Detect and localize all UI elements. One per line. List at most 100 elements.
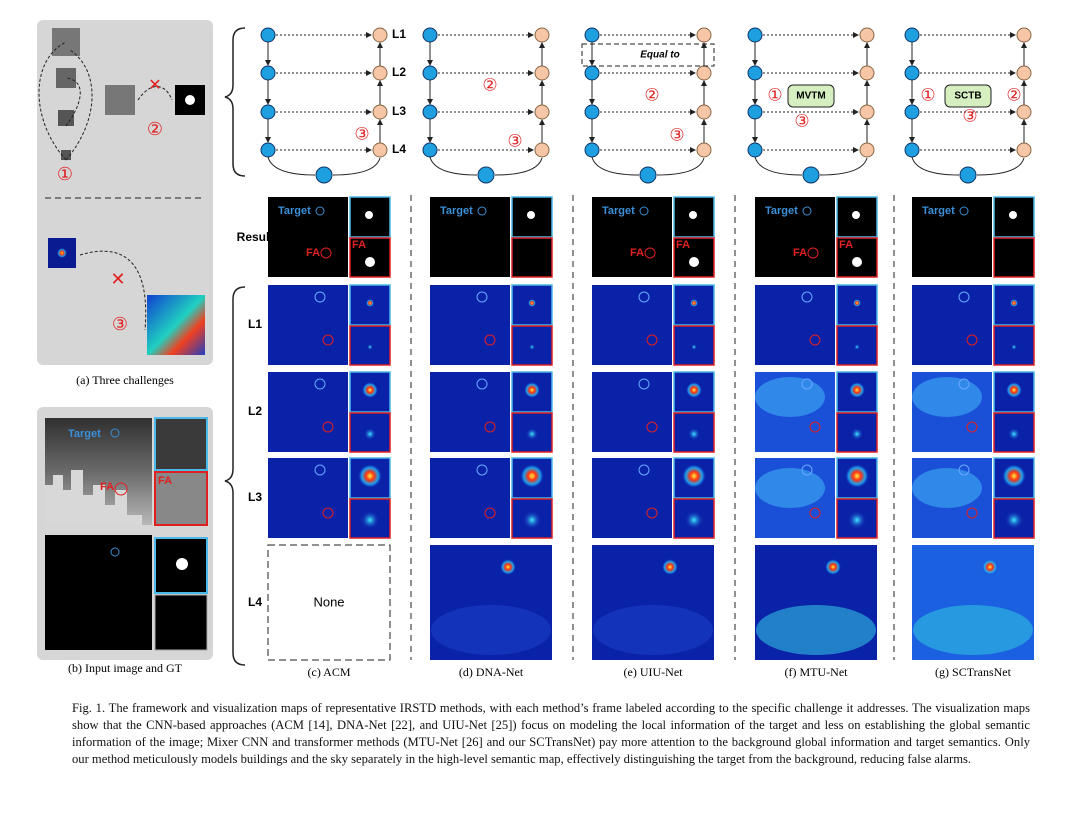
enc-node xyxy=(904,142,920,158)
module-label: SCTB xyxy=(954,91,981,102)
fa-circle xyxy=(809,507,821,519)
dec-node xyxy=(696,65,712,81)
activation xyxy=(366,299,374,307)
dec-node xyxy=(696,104,712,120)
activation xyxy=(520,464,544,488)
activation xyxy=(690,299,698,307)
target-circle xyxy=(477,206,487,216)
result-image xyxy=(430,197,510,277)
challenge-marker: ① xyxy=(920,85,935,104)
bottom-node xyxy=(477,166,495,184)
dec-node xyxy=(859,65,875,81)
fa-circle xyxy=(646,334,658,346)
challenge-marker: ③ xyxy=(794,111,809,130)
activation xyxy=(593,605,713,655)
thumb xyxy=(52,28,80,56)
target xyxy=(176,558,188,570)
inset xyxy=(154,471,208,526)
challenge-marker: ③ xyxy=(112,314,128,334)
caption: (f) MTU-Net xyxy=(785,665,849,679)
enc-node xyxy=(904,104,920,120)
heatmap xyxy=(912,285,992,365)
activation xyxy=(682,464,706,488)
target-label: Target xyxy=(602,205,635,217)
target xyxy=(57,248,67,258)
brace xyxy=(224,27,246,177)
activation xyxy=(912,468,982,508)
link xyxy=(38,41,93,161)
activation xyxy=(528,299,536,307)
dec-node xyxy=(859,104,875,120)
challenge-marker: ② xyxy=(482,75,497,94)
note-box xyxy=(581,43,715,67)
link xyxy=(137,86,173,101)
target-circle xyxy=(476,464,488,476)
inset xyxy=(154,594,208,651)
gt-image xyxy=(45,535,152,650)
activation xyxy=(755,468,825,508)
heatmap xyxy=(430,372,510,452)
activation xyxy=(529,344,535,350)
panel-a-bg xyxy=(37,20,213,365)
activation xyxy=(755,377,825,417)
target-label: Target xyxy=(440,205,473,217)
target-circle xyxy=(110,428,120,438)
edge xyxy=(591,156,705,176)
activation xyxy=(500,559,516,575)
activation xyxy=(851,428,863,440)
caption: (g) SCTransNet xyxy=(935,665,1012,679)
challenge-marker: ② xyxy=(644,85,659,104)
enc-node xyxy=(747,142,763,158)
dec-node xyxy=(534,142,550,158)
edge xyxy=(911,156,1025,176)
edge xyxy=(429,156,543,176)
empty-panel xyxy=(267,544,391,661)
enc-node xyxy=(422,142,438,158)
brace xyxy=(224,286,246,666)
fa-circle xyxy=(809,421,821,433)
enc-node xyxy=(260,142,276,158)
activation xyxy=(1008,428,1020,440)
enc-node xyxy=(747,104,763,120)
target-circle xyxy=(958,291,970,303)
activation xyxy=(1011,344,1017,350)
target-circle xyxy=(958,378,970,390)
row-label: L3 xyxy=(248,490,262,504)
heatmap xyxy=(592,458,672,538)
target-circle xyxy=(315,206,325,216)
target xyxy=(527,211,535,219)
fa-circle xyxy=(966,507,978,519)
target-circle xyxy=(958,464,970,476)
dec-node xyxy=(534,27,550,43)
fa-circle xyxy=(484,421,496,433)
bottom-node xyxy=(315,166,333,184)
activation xyxy=(1006,382,1022,398)
caption: (d) DNA-Net xyxy=(459,665,524,679)
fa-circle xyxy=(644,247,656,259)
enc-node xyxy=(422,27,438,43)
fa xyxy=(852,257,862,267)
bottom-node xyxy=(959,166,977,184)
level-label: L3 xyxy=(392,104,406,118)
target-circle xyxy=(314,464,326,476)
activation xyxy=(848,511,866,529)
heat-inset xyxy=(993,498,1035,539)
target-label: Target xyxy=(765,205,798,217)
heatmap xyxy=(430,285,510,365)
result-inset xyxy=(673,196,715,238)
activation xyxy=(524,382,540,398)
target xyxy=(689,211,697,219)
fa-circle xyxy=(646,507,658,519)
heatmap xyxy=(268,458,348,538)
target-circle xyxy=(476,291,488,303)
fa-label: FA xyxy=(630,247,644,259)
target xyxy=(1009,211,1017,219)
challenge-marker: ① xyxy=(57,164,73,184)
dec-node xyxy=(372,104,388,120)
cross: ✕ xyxy=(110,269,125,289)
activation xyxy=(854,344,860,350)
activation xyxy=(361,511,379,529)
heatmap xyxy=(147,295,205,355)
target-circle xyxy=(638,378,650,390)
heatmap xyxy=(430,458,510,538)
